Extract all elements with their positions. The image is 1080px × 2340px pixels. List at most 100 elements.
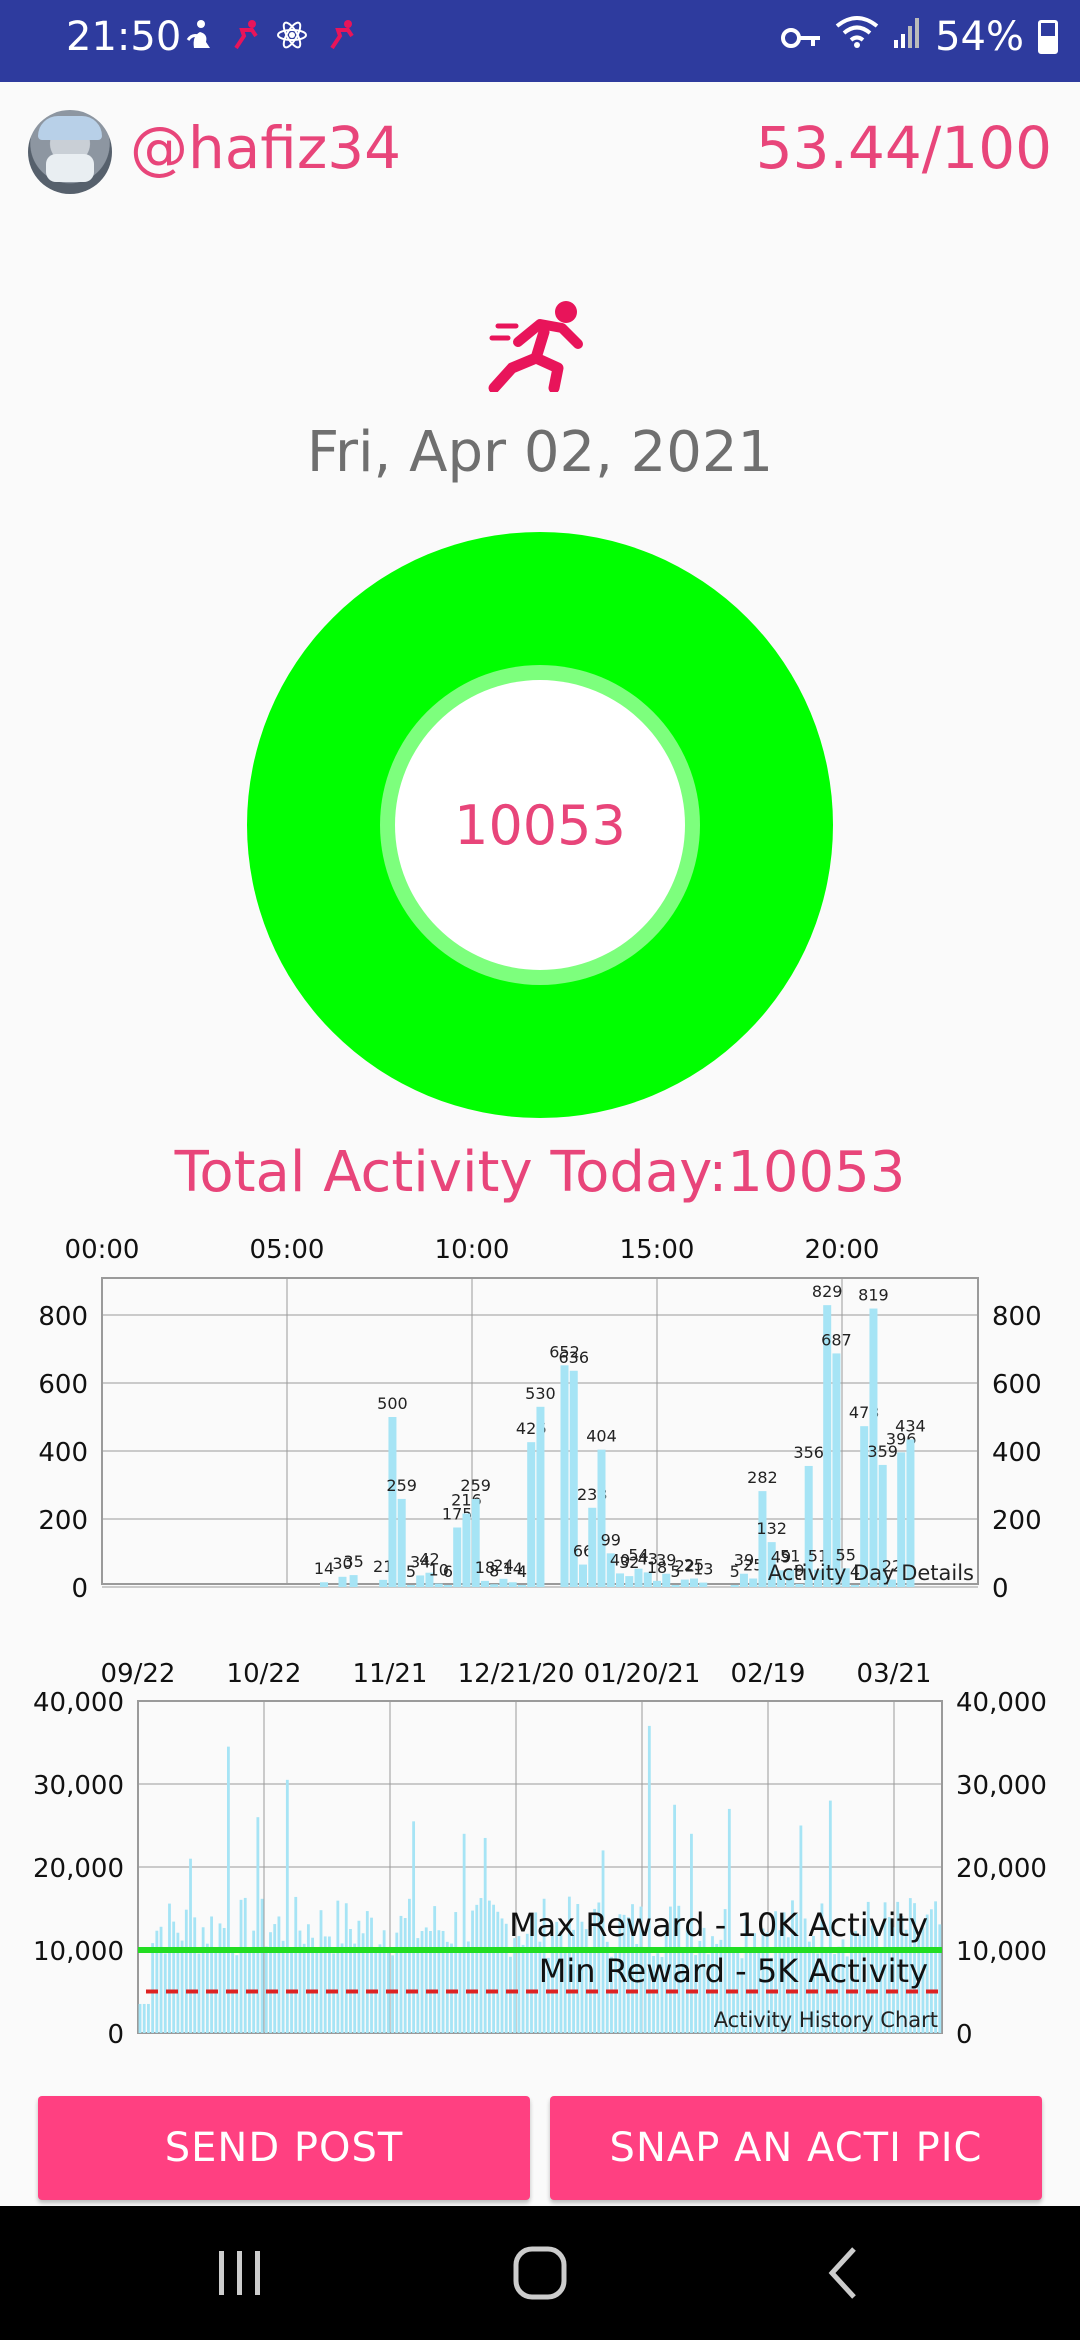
day-chart-bar-label: 25 [743, 1556, 763, 1575]
day-chart-bar-label: 66 [573, 1542, 593, 1561]
signal-icon [893, 14, 921, 60]
history-chart-bar [151, 1943, 155, 2033]
history-chart-bar [399, 1915, 403, 2033]
history-chart-bar [723, 1909, 727, 2033]
history-chart-bar [466, 1941, 470, 2033]
history-chart-bar [706, 1954, 710, 2033]
history-chart-bar [252, 1930, 256, 2033]
history-chart-bar [740, 1958, 744, 2033]
history-chart-bar [285, 1779, 289, 2033]
username[interactable]: @hafiz34 [130, 114, 402, 182]
send-post-button[interactable]: SEND POST [38, 2096, 530, 2200]
history-chart-bar [643, 1947, 647, 2033]
history-chart-bar [727, 1808, 731, 2033]
day-chart-bar-label: 530 [525, 1384, 556, 1403]
battery-icon [1038, 20, 1058, 54]
history-chart-bar [871, 1925, 874, 2033]
day-chart-y-tick-left: 600 [38, 1370, 88, 1400]
day-chart-y-tick-right: 0 [992, 1574, 1009, 1604]
day-chart-y-tick-left: 0 [71, 1574, 88, 1604]
back-button[interactable] [744, 2206, 944, 2340]
day-chart-bar-label: 39 [734, 1551, 754, 1570]
home-icon [513, 2246, 567, 2300]
history-chart-bar [201, 1927, 205, 2033]
history-chart-bar [319, 1910, 323, 2033]
day-chart-x-tick: 00:00 [65, 1235, 140, 1265]
day-chart-bar [662, 1573, 671, 1587]
avatar-cap [38, 116, 102, 140]
day-chart-bar [795, 1583, 804, 1587]
history-chart-bar [711, 1936, 714, 2033]
history-chart-bar [311, 1937, 314, 2033]
history-chart-bar [626, 1917, 630, 2033]
history-chart-bar [812, 1935, 815, 2033]
day-chart-bar-label: 22 [675, 1557, 695, 1576]
day-chart-bar-label: 687 [821, 1330, 852, 1349]
day-chart-bar-label: 5 [730, 1562, 740, 1581]
day-chart-y-tick-left: 800 [38, 1302, 88, 1332]
day-chart-y-tick-right: 200 [992, 1506, 1042, 1536]
history-chart-bar [887, 1917, 891, 2033]
day-chart-bar [517, 1585, 526, 1587]
history-chart-bar [841, 1939, 845, 2033]
day-chart-bar [597, 1449, 606, 1587]
notification-person-icon [184, 18, 214, 60]
day-chart-bar-label: 652 [549, 1342, 580, 1361]
history-chart-bar [896, 1901, 900, 2033]
day-chart-bar [643, 1572, 652, 1587]
day-chart-bar-label: 22 [882, 1557, 902, 1576]
total-activity-today: Total Activity Today:10053 [174, 1140, 906, 1205]
day-chart-bar-label: 9 [794, 1561, 804, 1580]
recent-apps-button[interactable] [140, 2206, 340, 2340]
day-chart-bar-label: 18 [647, 1558, 667, 1577]
history-chart-bar [441, 1930, 445, 2033]
history-chart-bar [420, 1931, 424, 2033]
day-chart-bar [338, 1576, 347, 1587]
history-chart-bar [892, 1927, 895, 2033]
history-chart-bar [782, 1912, 786, 2033]
history-chart-bar [803, 1918, 807, 2033]
history-chart-bar [382, 1930, 386, 2033]
history-chart-bar [513, 1938, 517, 2033]
history-chart-bar [559, 1930, 563, 2033]
history-chart-bar [929, 1909, 933, 2033]
day-chart-bar-label: 434 [895, 1416, 926, 1435]
history-chart-bar [172, 1921, 176, 2033]
history-chart-x-tick: 02/19 [731, 1659, 806, 1689]
day-chart-bar-label: 282 [747, 1468, 778, 1487]
activity-ring: 10053 [247, 532, 833, 1118]
avatar[interactable] [28, 110, 112, 194]
day-chart-bar [588, 1507, 597, 1587]
day-chart-bar-label: 34 [410, 1552, 430, 1571]
day-chart-bar [606, 1553, 615, 1587]
history-chart-bar [622, 1914, 626, 2033]
history-chart-bar [340, 1943, 344, 2033]
history-chart-y-tick-right: 30,000 [956, 1771, 1047, 1801]
history-chart-bar [631, 1904, 634, 2033]
home-button[interactable] [440, 2206, 640, 2340]
history-chart-bar [189, 1858, 192, 2033]
history-chart-bar [597, 1902, 601, 2033]
history-chart-bar [791, 1900, 794, 2033]
history-chart-bar [344, 1903, 348, 2033]
history-chart-bar [365, 1911, 369, 2033]
history-chart-y-tick-left: 10,000 [33, 1937, 124, 1967]
day-chart-bar-label: 636 [558, 1348, 589, 1367]
history-chart-bar [908, 1898, 912, 2033]
history-chart-bar [925, 1914, 929, 2033]
history-chart-bar [302, 1943, 306, 2033]
day-chart-bar [569, 1370, 578, 1587]
history-chart-bar [719, 1939, 723, 2033]
history-chart-bar [370, 1917, 373, 2033]
day-chart-bar-label: 49 [771, 1547, 791, 1566]
runner-icon [488, 296, 592, 394]
day-chart-bar-label: 10 [429, 1561, 449, 1580]
day-chart-bar [490, 1584, 499, 1587]
history-chart-bar [222, 1927, 226, 2033]
history-chart-y-tick-right: 0 [956, 2020, 973, 2050]
activity-ring-value: 10053 [395, 680, 685, 970]
day-chart-bar [730, 1585, 739, 1587]
day-chart-bar [388, 1417, 397, 1587]
day-chart-bar-label: 404 [586, 1427, 617, 1446]
snap-acti-pic-button[interactable]: SNAP AN ACTI PIC [550, 2096, 1042, 2200]
